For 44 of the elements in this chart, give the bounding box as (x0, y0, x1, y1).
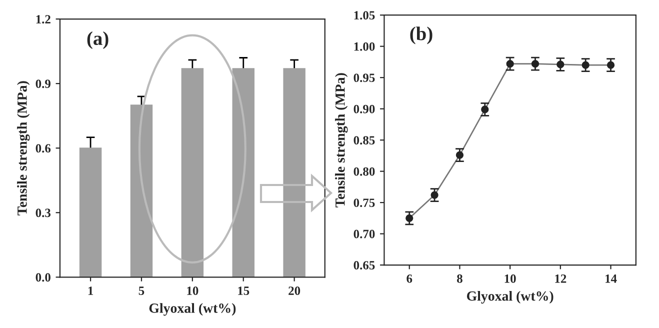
y-tick-label: 1.00 (354, 42, 375, 51)
x-tick-label: 20 (288, 286, 300, 295)
x-axis-title: Glyoxal (wt%) (466, 290, 554, 304)
point (582, 61, 590, 69)
y-tick-label: 0.70 (354, 230, 375, 238)
point (556, 60, 564, 68)
y-tick-label: 0.3 (36, 208, 51, 218)
y-tick-label: 0.9 (36, 80, 50, 88)
y-tick-label: 0.0 (36, 273, 50, 282)
y-tick-label: 1.05 (354, 11, 375, 20)
point (456, 151, 464, 159)
x-tick-label: 14 (606, 274, 617, 283)
x-tick-label: 8 (457, 274, 462, 283)
x-tick-label: 12 (555, 274, 566, 283)
y-tick-label: 0.65 (354, 261, 375, 270)
x-tick-label: 5 (138, 286, 144, 295)
y-tick-label: 0.95 (354, 74, 375, 82)
point (430, 191, 438, 199)
x-tick-label: 15 (238, 286, 250, 295)
point (506, 60, 514, 68)
y-tick-label: 0.80 (354, 167, 375, 176)
point (531, 60, 540, 68)
point (606, 61, 615, 69)
bar (283, 68, 306, 278)
y-tick-label: 1.2 (36, 15, 50, 24)
x-tick-label: 6 (406, 274, 412, 283)
x-tick-label: 1 (88, 286, 94, 295)
bar (181, 68, 204, 278)
y-axis-title: Tensile strength (MPa) (335, 73, 348, 208)
bar (130, 104, 153, 278)
annotation: (b) (410, 26, 432, 44)
x-axis-title: Glyoxal (wt%) (149, 303, 236, 316)
y-axis-title: Tensile strength (MPa) (17, 81, 30, 216)
bar (79, 148, 102, 278)
x-tick-label: 10 (504, 274, 516, 283)
x-tick-label: 10 (187, 286, 198, 295)
point (481, 106, 489, 114)
annotation: (a) (87, 31, 108, 49)
point (406, 214, 414, 222)
y-tick-label: 0.6 (36, 144, 51, 153)
y-tick-label: 0.85 (354, 136, 375, 145)
bar (232, 68, 254, 278)
y-tick-label: 0.90 (354, 104, 375, 114)
y-tick-label: 0.75 (354, 198, 375, 208)
